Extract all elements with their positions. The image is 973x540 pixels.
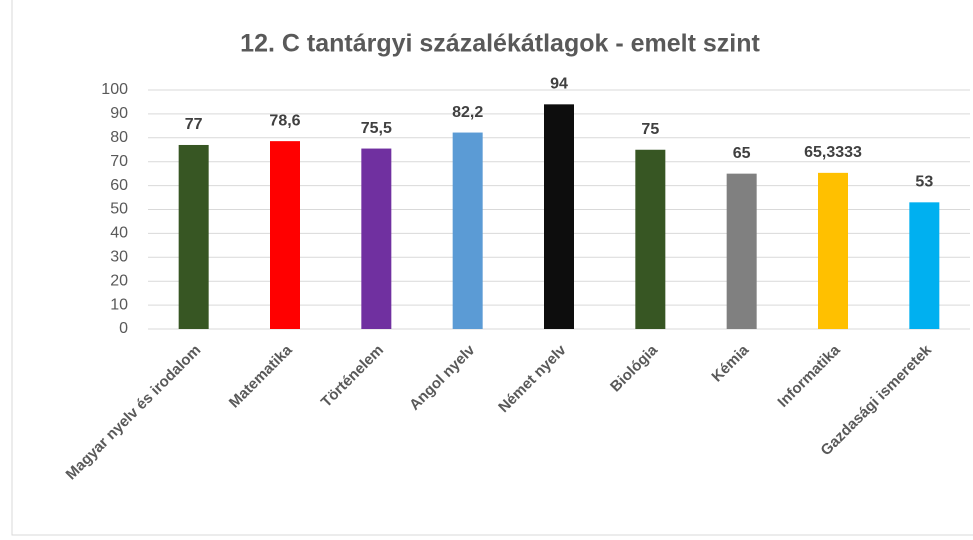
bar xyxy=(726,173,757,329)
chart-frame xyxy=(11,0,973,536)
bar xyxy=(909,202,940,329)
bar xyxy=(452,132,483,329)
bar xyxy=(544,104,574,329)
bar xyxy=(270,141,300,329)
value-label: 65,3333 xyxy=(804,144,862,161)
y-tick-label: 90 xyxy=(110,105,128,122)
value-label: 77 xyxy=(185,116,203,133)
y-tick-label: 80 xyxy=(110,129,128,146)
value-label: 78,6 xyxy=(269,112,300,129)
value-label: 65 xyxy=(733,145,751,162)
y-tick-label: 20 xyxy=(110,272,128,289)
y-tick-label: 50 xyxy=(110,201,128,218)
chart-title: 12. C tantárgyi százalékátlagok - emelt … xyxy=(240,30,760,58)
bar xyxy=(818,172,848,329)
value-label: 75 xyxy=(641,121,659,138)
bar xyxy=(178,144,209,329)
bar xyxy=(635,149,666,329)
y-tick-label: 100 xyxy=(101,81,128,98)
y-tick-label: 30 xyxy=(110,249,128,266)
value-label: 94 xyxy=(550,76,568,93)
y-tick-label: 10 xyxy=(110,296,128,313)
bar xyxy=(361,148,392,329)
value-label: 53 xyxy=(915,174,933,191)
value-label: 75,5 xyxy=(361,120,392,137)
y-tick-label: 0 xyxy=(119,320,128,337)
y-tick-label: 60 xyxy=(110,177,128,194)
y-tick-label: 40 xyxy=(110,225,128,242)
y-tick-label: 70 xyxy=(110,153,128,170)
value-label: 82,2 xyxy=(452,104,483,121)
